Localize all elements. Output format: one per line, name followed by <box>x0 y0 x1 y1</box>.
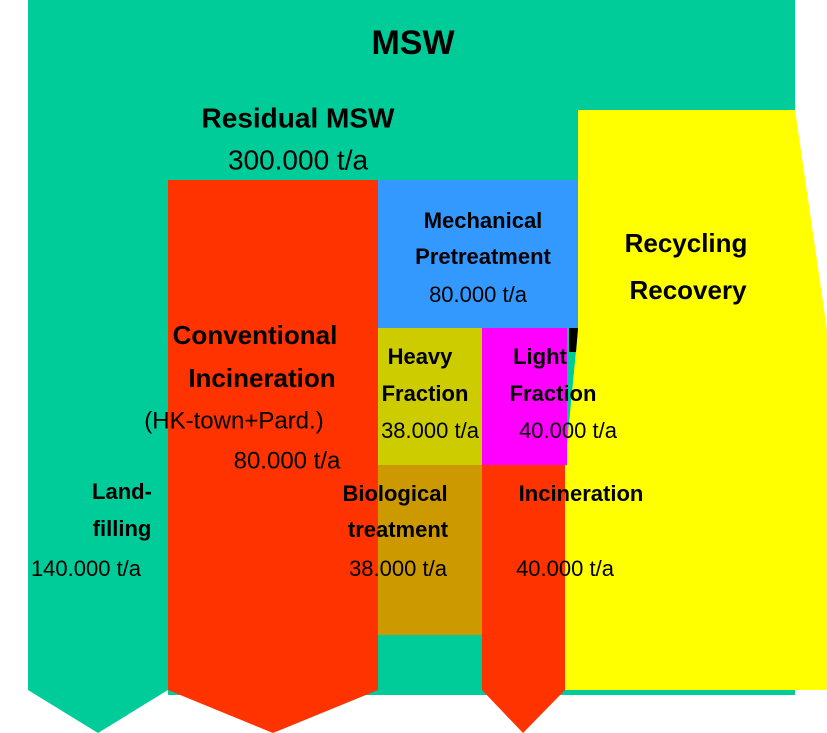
label: Pretreatment <box>415 244 551 269</box>
recycling-area <box>565 110 827 690</box>
label: Conventional <box>173 320 338 350</box>
label: Fraction <box>382 381 469 406</box>
label: Biological <box>342 481 447 506</box>
residual-label: Residual MSW <box>202 102 395 133</box>
amount: 38.000 t/a <box>349 556 448 581</box>
label: Heavy <box>388 344 454 369</box>
sliver <box>569 328 578 352</box>
label: treatment <box>348 517 449 542</box>
label: Land- <box>92 479 152 504</box>
label: Mechanical <box>424 208 543 233</box>
label: Recovery <box>629 275 747 305</box>
title: MSW <box>371 24 455 62</box>
label: filling <box>93 516 152 541</box>
incineration-area <box>482 465 565 733</box>
mechanical-area <box>378 180 578 328</box>
label: Incineration <box>188 363 335 393</box>
note: (HK-town+Pard.) <box>144 407 323 434</box>
label: Light <box>513 344 567 369</box>
amount: 40.000 t/a <box>516 556 615 581</box>
amount: 40.000 t/a <box>519 418 618 443</box>
amount: 140.000 t/a <box>31 556 142 581</box>
amount: 38.000 t/a <box>381 418 480 443</box>
amount: 80.000 t/a <box>234 447 341 474</box>
label: Recycling <box>625 228 748 258</box>
label: Incineration <box>519 481 644 506</box>
biological-area <box>378 465 482 635</box>
amount: 80.000 t/a <box>429 282 528 307</box>
heavy-area <box>378 328 482 465</box>
light-area <box>482 328 567 465</box>
residual-amount: 300.000 t/a <box>228 144 369 175</box>
conventional-area <box>168 180 378 733</box>
label: Fraction <box>510 381 597 406</box>
